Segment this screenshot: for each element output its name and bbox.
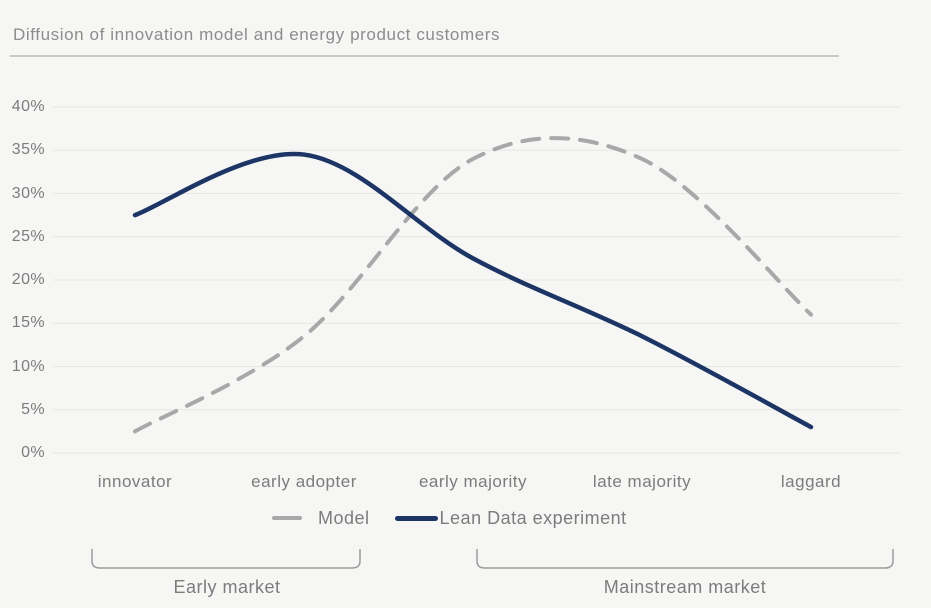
early-market-bracket	[91, 549, 361, 569]
gridlines	[53, 106, 901, 454]
model-legend-label: Model	[318, 507, 370, 528]
y-tick-label: 30%	[11, 184, 45, 202]
experiment-line	[132, 151, 814, 430]
early-market-label: Early market	[173, 577, 281, 597]
x-category-label: early adopter	[251, 472, 357, 491]
y-tick-label: 10%	[11, 357, 45, 375]
experiment-legend-swatch	[394, 515, 438, 521]
title-underline	[10, 55, 839, 57]
experiment-legend-label: Lean Data experiment	[439, 507, 627, 528]
mainstream-market-bracket	[476, 549, 894, 569]
market-brackets	[91, 549, 894, 569]
x-category-label: laggard	[780, 472, 842, 491]
y-tick-label: 20%	[11, 271, 45, 288]
model-line	[133, 136, 813, 434]
y-tick-label: 35%	[11, 141, 45, 159]
y-tick-label: 25%	[11, 227, 45, 245]
y-tick-label: 5%	[21, 400, 45, 418]
x-category-label: late majority	[592, 472, 692, 491]
x-category-label: innovator	[97, 472, 173, 491]
y-tick-label: 15%	[11, 314, 45, 332]
x-category-label: early majority	[418, 472, 528, 491]
series-lines	[132, 136, 814, 434]
y-tick-label: 0%	[21, 444, 45, 461]
y-tick-label: 40%	[11, 98, 45, 115]
chart-legend: Model Lean Data experiment	[272, 507, 627, 529]
chart-title: Diffusion of innovation model and energy…	[13, 25, 501, 44]
mainstream-market-label: Mainstream market	[603, 577, 767, 597]
model-legend-swatch	[272, 516, 302, 520]
